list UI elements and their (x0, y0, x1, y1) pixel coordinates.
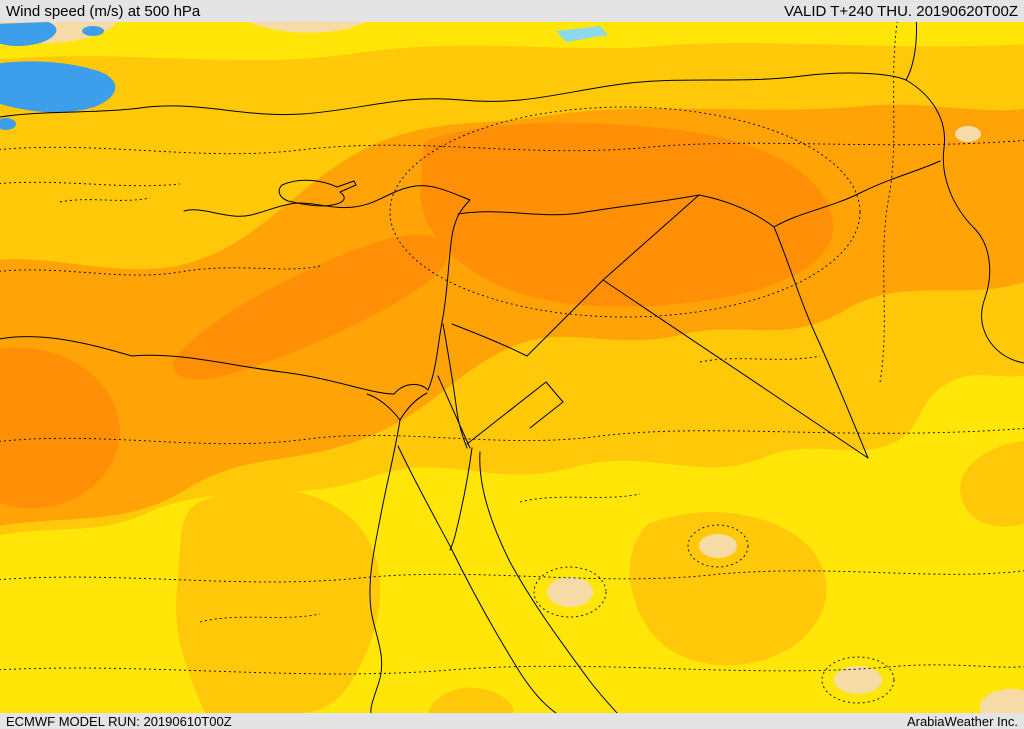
border-egypt-israel (437, 375, 471, 449)
model-run-label: ECMWF MODEL RUN: 20190610T00Z (6, 713, 232, 729)
patch-blue-left-edge (0, 118, 16, 130)
map-borders (0, 22, 1024, 713)
border-turkey-syria (457, 194, 700, 216)
coast-cyprus (278, 179, 357, 207)
patch-peach-center (547, 577, 593, 607)
map-footer: ECMWF MODEL RUN: 20190610T00Z ArabiaWeat… (0, 713, 1024, 729)
patch-cyan-black-sea (556, 26, 608, 42)
dotted-contours (0, 22, 1024, 704)
core-deep-orange-center (172, 234, 449, 380)
border-syria-jordan (451, 323, 528, 357)
patch-amber-southeast (629, 512, 827, 666)
patch-blue-aegean-north (0, 22, 57, 47)
coast-red-sea-east (479, 451, 618, 713)
border-jordan-iraq (526, 279, 604, 357)
border-turkey-iran (773, 160, 941, 228)
border-jordan-rift (442, 323, 468, 449)
coast-black-sea (0, 22, 917, 118)
map-title: Wind speed (m/s) at 500 hPa (6, 2, 201, 20)
patch-peach-bottom-right (980, 689, 1024, 713)
core-deep-orange-west (0, 347, 120, 509)
map-valid-time: VALID T+240 THU. 20190620T00Z (784, 2, 1018, 20)
patch-peach-top-edge (249, 22, 365, 33)
map-area (0, 22, 1024, 713)
wind-speed-map-svg (0, 22, 1024, 713)
coast-mediterranean-levant (0, 185, 471, 395)
patch-blue-small (82, 26, 104, 36)
river-nile-delta-west (366, 393, 401, 421)
patch-peach-right-small (955, 126, 981, 142)
coast-gulf-aqaba (449, 447, 473, 551)
river-nile-delta-east (399, 392, 428, 421)
patch-peach-south-east (834, 666, 882, 694)
core-deep-orange-east (420, 122, 834, 307)
border-iraq-saudi (602, 279, 869, 459)
patch-peach-east (699, 534, 737, 558)
brand-label: ArabiaWeather Inc. (906, 713, 1018, 729)
border-iraq-iran (698, 194, 869, 459)
map-header: Wind speed (m/s) at 500 hPa VALID T+240 … (0, 0, 1024, 22)
river-nile (369, 419, 401, 713)
patch-amber-bottom-edge (428, 687, 514, 713)
coast-red-sea-west (397, 445, 557, 713)
patch-amber-nile (176, 488, 381, 713)
patch-amber-right-edge (960, 440, 1024, 527)
border-jordan-saudi (466, 381, 564, 445)
border-syria-iraq (602, 194, 700, 281)
patch-blue-aegean-south (0, 61, 116, 113)
coast-caspian (905, 79, 1024, 364)
